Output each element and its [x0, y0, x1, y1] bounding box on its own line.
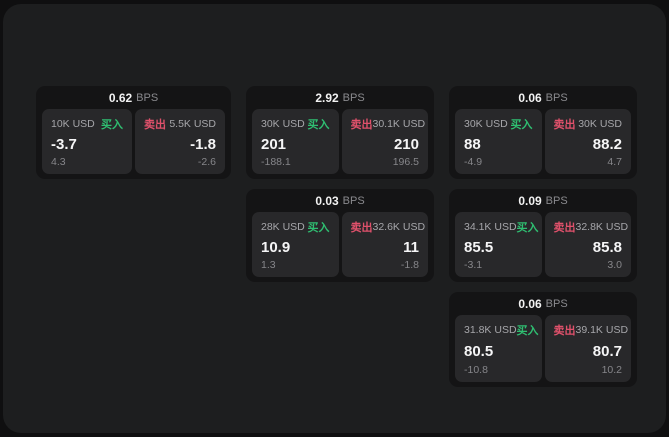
quote-board-surface: 0.62 BPS 10K USD 买入 -3.7 4.3 卖出 5.5K USD	[3, 4, 666, 433]
quote-card: 0.09 BPS 34.1K USD 买入 85.5 -3.1 卖出 32.8K…	[449, 189, 637, 282]
sell-quote-tile[interactable]: 卖出 39.1K USD 80.7 10.2	[544, 315, 631, 382]
buy-change: -188.1	[261, 156, 291, 168]
sell-change: 10.2	[601, 364, 622, 376]
sell-price: 80.7	[592, 342, 622, 360]
buy-quote-tile[interactable]: 31.8K USD 买入 80.5 -10.8	[455, 315, 542, 382]
bps-header: 0.06 BPS	[455, 86, 631, 109]
quote-card: 0.62 BPS 10K USD 买入 -3.7 4.3 卖出 5.5K USD	[36, 86, 231, 179]
sell-price: -1.8	[190, 135, 216, 153]
bps-value: 2.92	[315, 90, 339, 105]
bps-unit: BPS	[545, 91, 568, 104]
bps-unit: BPS	[342, 194, 365, 207]
buy-notional: 31.8K USD	[464, 324, 517, 336]
buy-change: 4.3	[51, 156, 66, 168]
bps-header: 0.09 BPS	[455, 189, 631, 212]
buy-price: -3.7	[51, 135, 77, 153]
quote-grid: 0.62 BPS 10K USD 买入 -3.7 4.3 卖出 5.5K USD	[36, 86, 637, 387]
buy-notional: 30K USD	[464, 118, 508, 130]
buy-quote-tile[interactable]: 30K USD 买入 88 -4.9	[455, 109, 542, 174]
bps-header: 0.62 BPS	[42, 86, 225, 109]
sell-side-label: 卖出	[144, 119, 166, 131]
sell-quote-tile[interactable]: 卖出 32.6K USD 11 -1.8	[341, 212, 428, 277]
bps-header: 0.06 BPS	[455, 292, 631, 315]
buy-price: 80.5	[464, 342, 494, 360]
sell-side-label: 卖出	[553, 325, 576, 337]
buy-change: -3.1	[464, 259, 483, 271]
buy-price: 85.5	[464, 238, 494, 256]
sell-quote-tile[interactable]: 卖出 32.8K USD 85.8 3.0	[544, 212, 631, 277]
sell-side-label: 卖出	[350, 119, 373, 131]
buy-change: -10.8	[464, 364, 488, 376]
sell-change: 4.7	[607, 156, 622, 168]
sell-notional: 5.5K USD	[169, 118, 216, 130]
buy-quote-tile[interactable]: 30K USD 买入 201 -188.1	[252, 109, 339, 174]
buy-side-label: 买入	[516, 222, 539, 234]
quote-card: 0.06 BPS 31.8K USD 买入 80.5 -10.8 卖出 39.1…	[449, 292, 637, 387]
bps-value: 0.09	[518, 193, 542, 208]
buy-price: 10.9	[261, 238, 291, 256]
bps-value: 0.62	[108, 90, 133, 105]
bps-value: 0.03	[315, 193, 339, 208]
quote-card: 0.06 BPS 30K USD 买入 88 -4.9 卖出 30K USD	[449, 86, 637, 179]
sell-price: 85.8	[592, 238, 622, 256]
sell-quote-tile[interactable]: 卖出 5.5K USD -1.8 -2.6	[135, 109, 225, 174]
sell-change: 3.0	[607, 259, 622, 271]
sell-change: -1.8	[400, 259, 419, 271]
bps-value: 0.06	[518, 90, 542, 105]
bps-unit: BPS	[545, 297, 568, 310]
quote-card: 0.03 BPS 28K USD 买入 10.9 1.3 卖出 32.6K US…	[246, 189, 434, 282]
sell-notional: 32.6K USD	[372, 221, 426, 233]
sell-price: 11	[403, 238, 419, 256]
buy-side-label: 买入	[307, 222, 330, 234]
buy-notional: 28K USD	[261, 221, 305, 233]
buy-change: 1.3	[261, 259, 276, 271]
sell-notional: 30K USD	[578, 118, 622, 130]
buy-side-label: 买入	[516, 325, 539, 337]
buy-price: 201	[261, 135, 287, 153]
buy-side-label: 买入	[101, 119, 123, 131]
sell-price: 210	[393, 135, 419, 153]
bps-header: 2.92 BPS	[252, 86, 428, 109]
sell-change: 196.5	[392, 156, 419, 168]
buy-quote-tile[interactable]: 34.1K USD 买入 85.5 -3.1	[455, 212, 542, 277]
buy-notional: 34.1K USD	[464, 221, 517, 233]
bps-unit: BPS	[136, 91, 159, 104]
quote-card: 2.92 BPS 30K USD 买入 201 -188.1 卖出 30.1K …	[246, 86, 434, 179]
buy-side-label: 买入	[307, 119, 330, 131]
sell-quote-tile[interactable]: 卖出 30K USD 88.2 4.7	[544, 109, 631, 174]
sell-notional: 30.1K USD	[372, 118, 426, 130]
buy-notional: 10K USD	[51, 118, 95, 130]
bps-unit: BPS	[545, 194, 568, 207]
buy-quote-tile[interactable]: 28K USD 买入 10.9 1.3	[252, 212, 339, 277]
buy-change: -4.9	[464, 156, 483, 168]
sell-price: 88.2	[592, 135, 622, 153]
sell-side-label: 卖出	[553, 119, 576, 131]
sell-notional: 39.1K USD	[575, 324, 629, 336]
sell-quote-tile[interactable]: 卖出 30.1K USD 210 196.5	[341, 109, 428, 174]
sell-notional: 32.8K USD	[575, 221, 629, 233]
sell-side-label: 卖出	[350, 222, 373, 234]
sell-side-label: 卖出	[553, 222, 576, 234]
buy-price: 88	[464, 135, 481, 153]
bps-unit: BPS	[342, 91, 365, 104]
buy-quote-tile[interactable]: 10K USD 买入 -3.7 4.3	[42, 109, 132, 174]
buy-notional: 30K USD	[261, 118, 305, 130]
buy-side-label: 买入	[510, 119, 533, 131]
bps-header: 0.03 BPS	[252, 189, 428, 212]
sell-change: -2.6	[197, 156, 216, 168]
bps-value: 0.06	[518, 296, 542, 311]
